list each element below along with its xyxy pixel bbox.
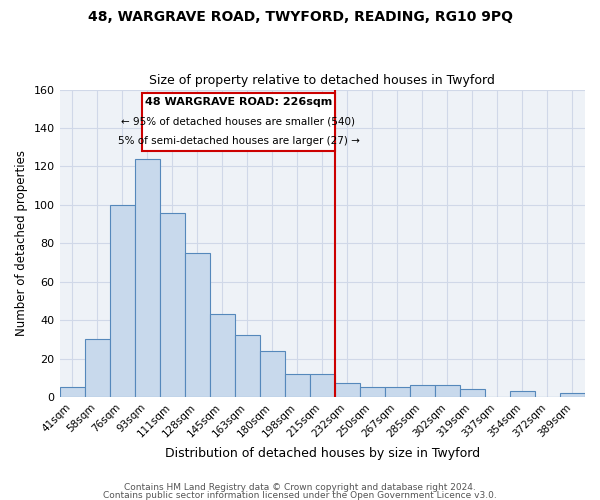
FancyBboxPatch shape: [142, 94, 335, 151]
Text: Contains HM Land Registry data © Crown copyright and database right 2024.: Contains HM Land Registry data © Crown c…: [124, 484, 476, 492]
Bar: [209, 314, 235, 397]
Title: Size of property relative to detached houses in Twyford: Size of property relative to detached ho…: [149, 74, 495, 87]
Bar: [235, 336, 260, 397]
Bar: [260, 351, 285, 397]
Bar: [385, 388, 410, 397]
Bar: [110, 205, 134, 397]
Bar: [335, 384, 360, 397]
Bar: [285, 374, 310, 397]
Bar: [160, 212, 185, 397]
X-axis label: Distribution of detached houses by size in Twyford: Distribution of detached houses by size …: [165, 447, 480, 460]
Text: 48 WARGRAVE ROAD: 226sqm: 48 WARGRAVE ROAD: 226sqm: [145, 97, 332, 107]
Bar: [510, 391, 535, 397]
Bar: [85, 340, 110, 397]
Bar: [134, 158, 160, 397]
Text: Contains public sector information licensed under the Open Government Licence v3: Contains public sector information licen…: [103, 490, 497, 500]
Bar: [360, 388, 385, 397]
Bar: [560, 393, 585, 397]
Bar: [435, 386, 460, 397]
Text: 5% of semi-detached houses are larger (27) →: 5% of semi-detached houses are larger (2…: [118, 136, 359, 145]
Y-axis label: Number of detached properties: Number of detached properties: [15, 150, 28, 336]
Bar: [185, 253, 209, 397]
Bar: [460, 390, 485, 397]
Text: ← 95% of detached houses are smaller (540): ← 95% of detached houses are smaller (54…: [121, 116, 355, 126]
Bar: [59, 388, 85, 397]
Bar: [310, 374, 335, 397]
Bar: [410, 386, 435, 397]
Text: 48, WARGRAVE ROAD, TWYFORD, READING, RG10 9PQ: 48, WARGRAVE ROAD, TWYFORD, READING, RG1…: [88, 10, 512, 24]
